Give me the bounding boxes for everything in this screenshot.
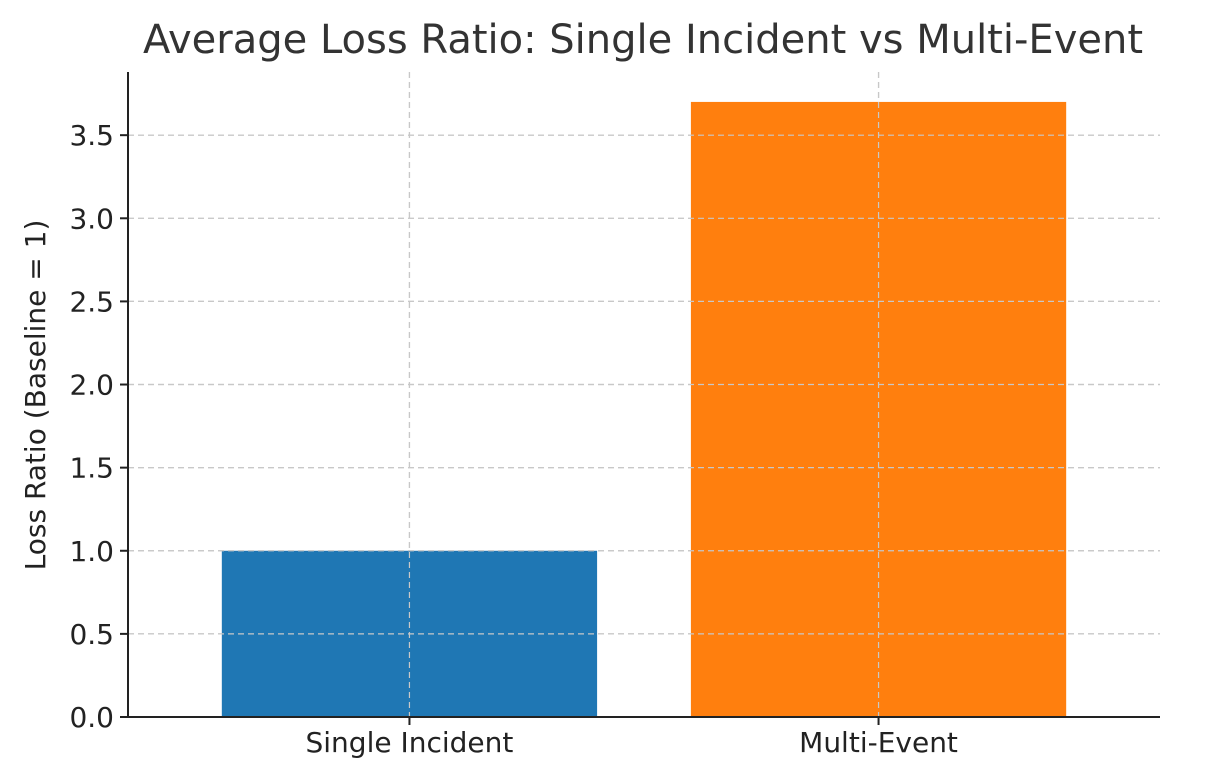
- y-tick-label: 3.5: [69, 119, 114, 152]
- y-axis-label: Loss Ratio (Baseline = 1): [19, 220, 52, 571]
- axes: [120, 72, 1160, 725]
- y-tick-label: 3.0: [69, 202, 114, 235]
- y-tick-label: 2.5: [69, 285, 114, 318]
- y-tick-label: 1.5: [69, 452, 114, 485]
- y-tick-label: 0.5: [69, 618, 114, 651]
- x-tick-label: Multi-Event: [799, 726, 958, 759]
- y-tick-label: 2.0: [69, 369, 114, 402]
- y-tick-label: 1.0: [69, 535, 114, 568]
- x-tick-label: Single Incident: [306, 726, 514, 759]
- chart-title: Average Loss Ratio: Single Incident vs M…: [143, 17, 1143, 63]
- bars: [128, 72, 1160, 718]
- tick-labels: 0.0 0.5 1.0 1.5 2.0 2.5 3.0 3.5 Single Incident M…: [69, 119, 957, 759]
- y-tick-label: 0.0: [69, 701, 114, 734]
